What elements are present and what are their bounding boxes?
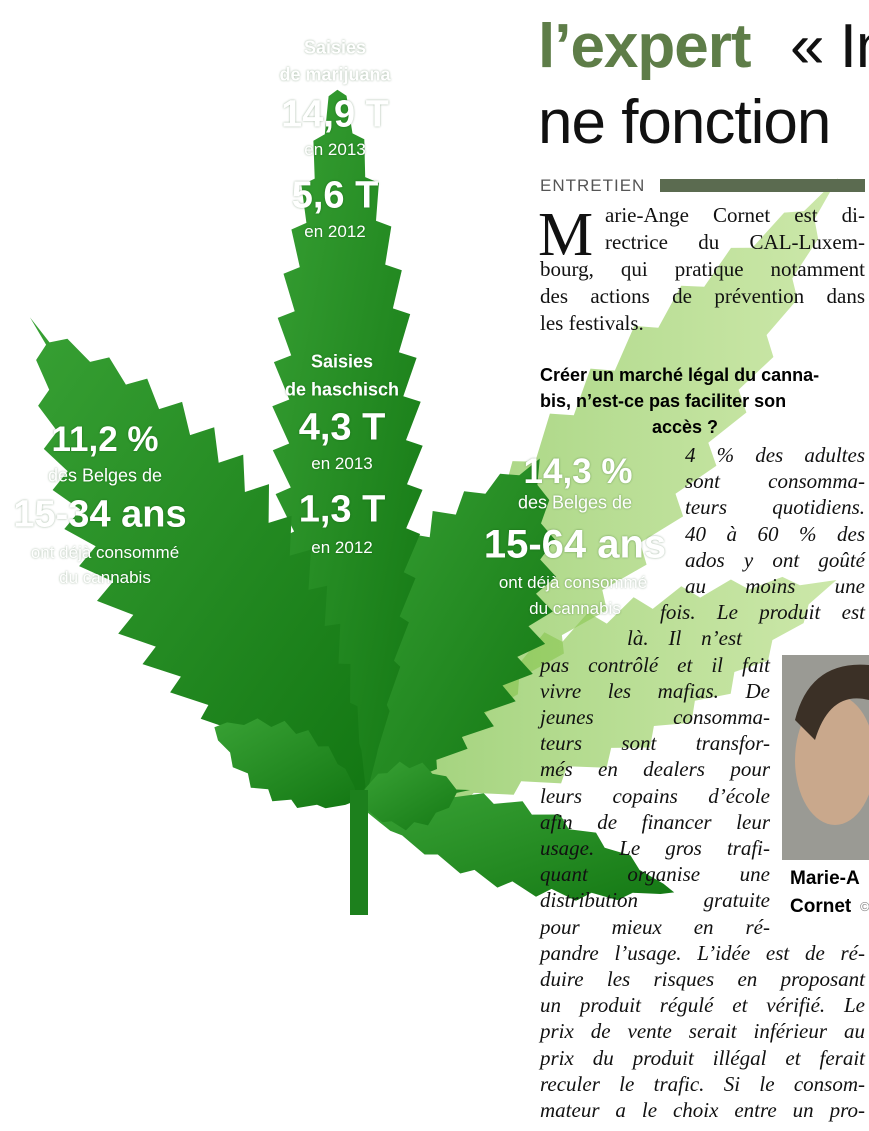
answer-line: sont consomma- (685, 468, 865, 494)
leaf-text: du cannabis (529, 599, 621, 619)
intro-line: des actions de prévention dans (540, 283, 865, 309)
caption-name: Cornet (790, 896, 851, 918)
leaf-ages: 15-34 ans (13, 494, 186, 537)
leaf-value: 5,6 T (292, 175, 379, 218)
answer-line: teurs quotidiens. (685, 494, 865, 520)
section-bar (660, 179, 865, 192)
question-line: bis, n’est-ce pas faciliter son (540, 391, 786, 412)
leaf-value: 4,3 T (299, 407, 386, 450)
leaf-percent: 11,2 % (51, 420, 158, 460)
answer-line: leurs copains d’école (540, 783, 770, 809)
leaf-text: ont déjà consommé (31, 543, 179, 563)
intro-line: arie-Ange Cornet est di- (605, 202, 865, 228)
question-line: accès ? (652, 417, 718, 438)
answer-line: vivre les mafias. De (540, 678, 770, 704)
answer-line: reculer le trafic. Si le consom- (540, 1071, 865, 1097)
answer-line: fois. Le produit est (660, 599, 865, 625)
answer-line: pas contrôlé et il fait (540, 652, 770, 678)
intro-line: les festivals. (540, 310, 865, 336)
answer-line: ados y ont goûté (685, 547, 865, 573)
page: Saisies de marijuana 14,9 T en 2013 5,6 T en … (0, 0, 869, 1131)
answer-line: là. Il n’est (627, 625, 742, 651)
stem (350, 790, 368, 915)
answer-line: mateur a le choix entre un pro- (540, 1097, 865, 1123)
answer-line: duire les risques en proposant (540, 966, 865, 992)
title-text: ne fonction (538, 88, 830, 158)
answer-line: afin de financer leur (540, 809, 770, 835)
intro-line: rectrice du CAL-Luxem- (605, 229, 865, 255)
leaf-year: en 2013 (304, 140, 365, 160)
answer-line: distribution gratuite (540, 887, 770, 913)
intro-line: bourg, qui pratique notamment (540, 256, 865, 282)
question-line: Créer un marché légal du canna- (540, 365, 819, 386)
title-highlight: l’expert (538, 12, 751, 82)
leaf-year: en 2012 (311, 538, 372, 558)
leaf-text: du cannabis (59, 568, 151, 588)
answer-line: prix de vente serait inférieur au (540, 1018, 865, 1044)
answer-line: 40 à 60 % des (685, 521, 865, 547)
leaf-year: en 2013 (311, 454, 372, 474)
leaf-value: 1,3 T (299, 489, 386, 532)
answer-line: au moins une (685, 573, 865, 599)
leaf-ages: 15-64 ans (484, 523, 666, 568)
caption-credit: © (860, 899, 869, 914)
answer-line: teurs sont transfor- (540, 730, 770, 756)
leaf-value: 14,9 T (281, 94, 389, 137)
title-text: « In (790, 12, 869, 82)
answer-line: jeunes consomma- (540, 704, 770, 730)
section-label: ENTRETIEN (540, 176, 645, 196)
answer-line: 4 % des adultes (685, 442, 865, 468)
leaf-percent: 14,3 % (524, 452, 633, 492)
answer-line: pour mieux en ré- (540, 914, 770, 940)
leaf-text: ont déjà consommé (499, 573, 647, 593)
answer-line: més en dealers pour (540, 756, 770, 782)
answer-line: un produit régulé et vérifié. Le (540, 992, 865, 1018)
answer-line: usage. Le gros trafi- (540, 835, 770, 861)
leaf-year: en 2012 (304, 222, 365, 242)
leaf-text: des Belges de (518, 493, 632, 514)
leaf-text: des Belges de (48, 466, 162, 487)
answer-line: pandre l’usage. L’idée est de ré- (540, 940, 865, 966)
caption-name: Marie-A (790, 868, 860, 890)
leaf-label: Saisies (304, 38, 366, 59)
answer-line: prix du produit illégal et ferait (540, 1045, 865, 1071)
leaf-label: de marijuana (279, 65, 390, 86)
leaf-label: de haschisch (285, 380, 399, 401)
answer-line: quant organise une (540, 861, 770, 887)
leaf-label: Saisies (311, 352, 373, 373)
